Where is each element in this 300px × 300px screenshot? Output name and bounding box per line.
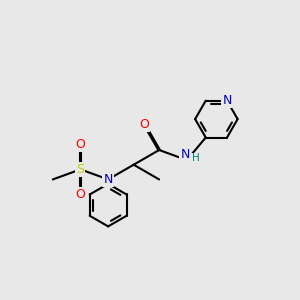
Text: N: N [181, 148, 190, 161]
Text: N: N [222, 94, 232, 107]
Text: O: O [76, 188, 85, 201]
Text: S: S [76, 163, 85, 176]
Text: O: O [140, 118, 149, 131]
Text: N: N [103, 173, 113, 186]
Text: H: H [192, 153, 200, 164]
Text: O: O [76, 138, 85, 151]
